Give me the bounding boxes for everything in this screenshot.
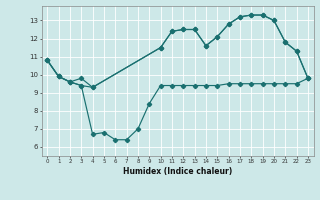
X-axis label: Humidex (Indice chaleur): Humidex (Indice chaleur) — [123, 167, 232, 176]
